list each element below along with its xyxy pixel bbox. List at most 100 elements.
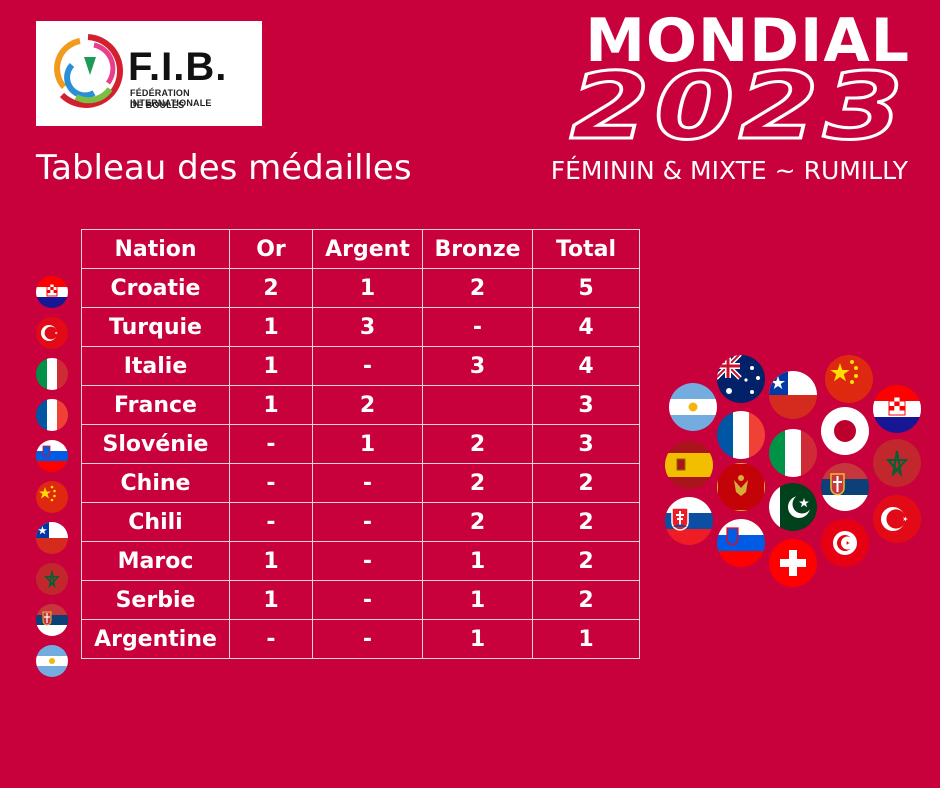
cell-nation: France: [81, 385, 230, 425]
table-row: Chili - - 2 2: [81, 502, 640, 542]
chile-flag-icon: [36, 522, 68, 554]
cell-bronze: 1: [422, 580, 533, 620]
china-flag-icon: [825, 355, 873, 403]
cell-bronze: 2: [422, 268, 533, 308]
cell-total: 5: [532, 268, 640, 308]
cell-silver: -: [312, 619, 423, 659]
cell-nation: Serbie: [81, 580, 230, 620]
cell-bronze: -: [422, 307, 533, 347]
turkey-flag-icon: [873, 495, 921, 543]
morocco-flag-icon: [873, 439, 921, 487]
table-header-row: Nation Or Argent Bronze Total: [81, 229, 640, 269]
slovakia-flag-icon: [665, 497, 713, 545]
chile-flag-icon: [769, 371, 817, 419]
france-flag-icon: [36, 399, 68, 431]
italy-flag-icon: [36, 358, 68, 390]
fib-logo: F.I.B. FÉDÉRATION INTERNATIONALE DE BOUL…: [36, 21, 262, 126]
cell-nation: Chili: [81, 502, 230, 542]
header-total: Total: [532, 229, 640, 269]
cell-silver: 1: [312, 424, 423, 464]
cell-nation: Italie: [81, 346, 230, 386]
event-year: 2023: [569, 64, 908, 148]
cell-gold: -: [229, 502, 313, 542]
cell-bronze: 2: [422, 502, 533, 542]
fib-emblem-icon: [54, 34, 124, 108]
cell-total: 2: [532, 502, 640, 542]
cell-nation: Maroc: [81, 541, 230, 581]
switzerland-flag-icon: [769, 539, 817, 587]
croatia-flag-icon: [36, 276, 68, 308]
cell-silver: 2: [312, 385, 423, 425]
header-gold: Or: [229, 229, 313, 269]
cell-gold: 1: [229, 541, 313, 581]
header-bronze: Bronze: [422, 229, 533, 269]
cell-silver: -: [312, 502, 423, 542]
france-flag-icon: [717, 411, 765, 459]
croatia-flag-icon: [873, 385, 921, 433]
table-row: Croatie 2 1 2 5: [81, 268, 640, 308]
cell-nation: Slovénie: [81, 424, 230, 464]
cell-silver: 3: [312, 307, 423, 347]
medal-table: Nation Or Argent Bronze Total Croatie 2 …: [81, 229, 640, 659]
slovenia-flag-icon: [717, 519, 765, 567]
slovenia-flag-icon: [36, 440, 68, 472]
cell-bronze: 2: [422, 463, 533, 503]
cell-bronze: 1: [422, 619, 533, 659]
cell-nation: Argentine: [81, 619, 230, 659]
cell-gold: 1: [229, 346, 313, 386]
flag-cluster: [665, 355, 921, 587]
table-row: Italie 1 - 3 4: [81, 346, 640, 386]
cell-bronze: 1: [422, 541, 533, 581]
cell-silver: -: [312, 541, 423, 581]
tunisia-flag-icon: [821, 519, 869, 567]
cell-nation: Turquie: [81, 307, 230, 347]
argentina-flag-icon: [669, 383, 717, 431]
cell-total: 3: [532, 424, 640, 464]
cell-gold: -: [229, 463, 313, 503]
table-row: Maroc 1 - 1 2: [81, 541, 640, 581]
montenegro-flag-icon: [717, 463, 765, 511]
cell-silver: 1: [312, 268, 423, 308]
fib-full-name-line1: FÉDÉRATION INTERNATIONALE: [130, 88, 212, 108]
header-nation: Nation: [81, 229, 230, 269]
page-subtitle: Tableau des médailles: [36, 148, 412, 188]
cell-total: 2: [532, 541, 640, 581]
table-row: Chine - - 2 2: [81, 463, 640, 503]
serbia-flag-icon: [821, 463, 869, 511]
cell-nation: Croatie: [81, 268, 230, 308]
cell-total: 4: [532, 346, 640, 386]
cell-gold: 1: [229, 307, 313, 347]
cell-gold: 1: [229, 580, 313, 620]
morocco-flag-icon: [36, 563, 68, 595]
cell-bronze: [422, 385, 533, 425]
cell-total: 3: [532, 385, 640, 425]
cell-silver: -: [312, 346, 423, 386]
table-row: Slovénie - 1 2 3: [81, 424, 640, 464]
table-row: Turquie 1 3 - 4: [81, 307, 640, 347]
event-year-text: 2023: [570, 64, 908, 148]
fib-acronym: F.I.B.: [128, 45, 228, 89]
table-row: Serbie 1 - 1 2: [81, 580, 640, 620]
spain-flag-icon: [665, 441, 713, 489]
row-flags: [36, 276, 68, 677]
cell-nation: Chine: [81, 463, 230, 503]
cell-total: 2: [532, 580, 640, 620]
turkey-flag-icon: [36, 317, 68, 349]
event-tagline: FÉMININ & MIXTE ~ RUMILLY: [550, 156, 908, 185]
italy-flag-icon: [769, 429, 817, 477]
australia-flag-icon: [717, 355, 765, 403]
cell-total: 4: [532, 307, 640, 347]
cell-total: 2: [532, 463, 640, 503]
cell-bronze: 3: [422, 346, 533, 386]
japan-flag-icon: [821, 407, 869, 455]
fib-full-name-line2: DE BOULES: [130, 100, 185, 110]
china-flag-icon: [36, 481, 68, 513]
serbia-flag-icon: [36, 604, 68, 636]
argentina-flag-icon: [36, 645, 68, 677]
header-silver: Argent: [312, 229, 423, 269]
event-name: MONDIAL: [585, 6, 910, 76]
cell-gold: -: [229, 424, 313, 464]
table-row: France 1 2 3: [81, 385, 640, 425]
pakistan-flag-icon: [769, 483, 817, 531]
cell-gold: 1: [229, 385, 313, 425]
